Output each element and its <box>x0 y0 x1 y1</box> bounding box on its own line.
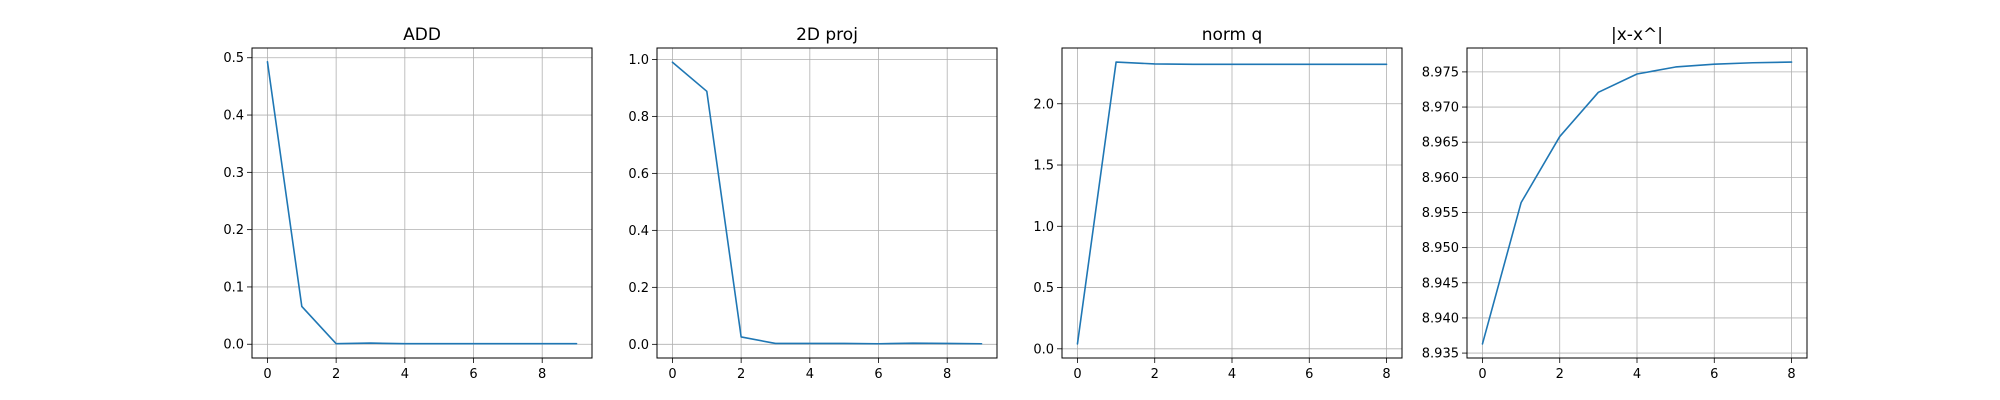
y-tick-label: 0.2 <box>223 223 244 238</box>
y-tick-label: 8.950 <box>1422 241 1459 256</box>
subplot-2: 0 2 4 6 8 0.0 0.2 0.4 0.6 0.8 1.0 2D proj <box>628 25 998 382</box>
y-tick-label: 0.0 <box>628 338 649 353</box>
y-tick-label: 0.5 <box>1033 281 1054 296</box>
subplots-container: 0 2 4 6 8 0.0 0.1 0.2 0.3 0.4 0.5 ADD 0 2 4 6 8 0.0 0.2 0.4… <box>223 25 1808 382</box>
y-tick-label: 8.960 <box>1422 171 1459 186</box>
x-tick-label: 0 <box>263 367 271 382</box>
y-tick-label: 0.1 <box>223 280 244 295</box>
subplot-4: 0 2 4 6 8 8.935 8.940 8.945 8.950 8.955 8.960 8.965… <box>1422 25 1808 382</box>
x-tick-label: 0 <box>668 367 676 382</box>
y-tick-label: 1.0 <box>628 53 649 68</box>
x-tick-label: 0 <box>1478 367 1486 382</box>
subplot-title: norm q <box>1202 25 1263 45</box>
x-tick-label: 4 <box>401 367 409 382</box>
subplot-1: 0 2 4 6 8 0.0 0.1 0.2 0.3 0.4 0.5 ADD <box>223 25 593 382</box>
x-tick-label: 2 <box>332 367 340 382</box>
y-tick-label: 8.945 <box>1422 276 1459 291</box>
y-tick-label: 8.935 <box>1422 347 1459 362</box>
axes-frame <box>251 47 593 359</box>
x-tick-label: 2 <box>1556 367 1564 382</box>
x-tick-label: 8 <box>1787 367 1795 382</box>
x-tick-label: 6 <box>874 367 882 382</box>
y-tick-label: 8.955 <box>1422 206 1459 221</box>
y-tick-label: 0.2 <box>628 281 649 296</box>
y-tick-label: 0.8 <box>628 110 649 125</box>
x-tick-label: 2 <box>737 367 745 382</box>
x-tick-label: 4 <box>806 367 814 382</box>
x-tick-label: 8 <box>943 367 951 382</box>
series-line <box>1481 61 1793 345</box>
y-tick-label: 0.6 <box>628 167 649 182</box>
y-tick-label: 8.970 <box>1422 101 1459 116</box>
y-tick-label: 0.3 <box>223 166 244 181</box>
y-tick-label: 2.0 <box>1033 97 1054 112</box>
y-tick-label: 1.5 <box>1033 159 1054 174</box>
x-tick-label: 2 <box>1151 367 1159 382</box>
x-tick-label: 8 <box>538 367 546 382</box>
y-tick-label: 0.0 <box>223 338 244 353</box>
y-tick-label: 0.5 <box>223 51 244 66</box>
x-tick-label: 4 <box>1633 367 1641 382</box>
y-tick-label: 0.0 <box>1033 342 1054 357</box>
y-tick-label: 1.0 <box>1033 220 1054 235</box>
series-line <box>671 61 983 345</box>
series-line <box>1076 61 1388 345</box>
y-tick-label: 8.975 <box>1422 65 1459 80</box>
subplot-title: ADD <box>403 25 441 45</box>
subplot-title: |x-x^| <box>1611 25 1663 45</box>
x-tick-label: 8 <box>1382 367 1390 382</box>
axes-frame <box>656 47 998 359</box>
x-tick-label: 6 <box>1710 367 1718 382</box>
y-tick-label: 8.965 <box>1422 136 1459 151</box>
x-tick-label: 0 <box>1073 367 1081 382</box>
x-tick-label: 6 <box>469 367 477 382</box>
x-tick-label: 4 <box>1228 367 1236 382</box>
x-tick-label: 6 <box>1305 367 1313 382</box>
y-tick-label: 0.4 <box>223 109 244 124</box>
subplot-title: 2D proj <box>796 25 858 45</box>
y-tick-label: 0.4 <box>628 224 649 239</box>
series-line <box>266 60 578 345</box>
subplot-3: 0 2 4 6 8 0.0 0.5 1.0 1.5 2.0 norm q <box>1033 25 1403 382</box>
y-tick-label: 8.940 <box>1422 311 1459 326</box>
